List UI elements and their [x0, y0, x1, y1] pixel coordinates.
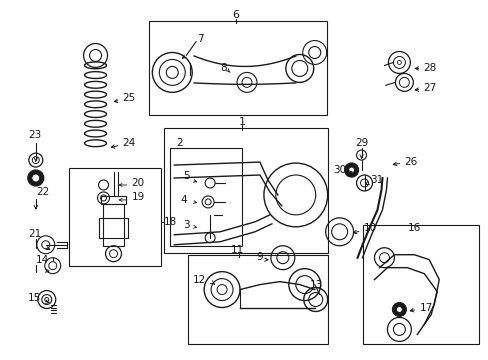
Circle shape [28, 170, 44, 186]
Text: 26: 26 [404, 157, 417, 167]
Text: 3: 3 [183, 220, 189, 230]
Text: 28: 28 [423, 63, 436, 73]
Text: 12: 12 [193, 275, 206, 285]
Text: 19: 19 [131, 192, 144, 202]
Text: 8: 8 [220, 63, 226, 73]
Text: 16: 16 [407, 223, 420, 233]
Circle shape [32, 174, 40, 182]
Text: 1: 1 [238, 117, 245, 127]
Text: 25: 25 [122, 93, 136, 103]
Text: 22: 22 [36, 187, 49, 197]
Text: 7: 7 [197, 33, 203, 44]
Text: 17: 17 [419, 302, 432, 312]
Text: 29: 29 [355, 138, 368, 148]
Bar [149, 21, 326, 115]
Text: 15: 15 [28, 293, 41, 302]
Text: 24: 24 [122, 138, 136, 148]
Circle shape [348, 167, 354, 173]
Bar [101, 196, 126, 204]
Text: 18: 18 [163, 217, 176, 227]
Text: 11: 11 [230, 245, 244, 255]
Text: 30: 30 [333, 165, 346, 175]
Text: 20: 20 [131, 178, 144, 188]
Bar [188, 255, 327, 345]
Text: 13: 13 [309, 280, 323, 289]
Circle shape [396, 306, 402, 312]
Text: 9: 9 [255, 252, 262, 262]
Text: 23: 23 [28, 130, 41, 140]
Text: 27: 27 [423, 84, 436, 93]
Text: 6: 6 [232, 10, 239, 20]
Text: 2: 2 [176, 138, 183, 148]
Text: 14: 14 [36, 255, 49, 265]
Circle shape [344, 163, 358, 177]
Text: 5: 5 [183, 171, 189, 181]
Text: 4: 4 [180, 195, 186, 205]
Bar [99, 218, 128, 238]
Bar [164, 128, 327, 253]
Bar [68, 168, 161, 266]
Text: 31: 31 [370, 175, 383, 185]
Text: 21: 21 [28, 229, 41, 239]
Bar [170, 148, 242, 246]
Bar [102, 204, 124, 246]
Bar [362, 225, 478, 345]
Text: 10: 10 [363, 223, 376, 233]
Circle shape [392, 302, 406, 316]
